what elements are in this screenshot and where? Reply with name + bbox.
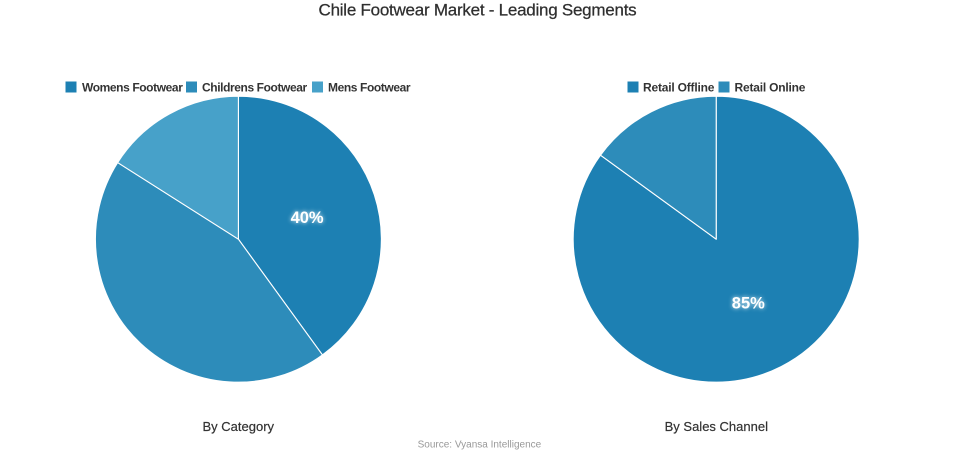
svg-text:By Category: By Category xyxy=(203,419,275,434)
svg-text:85%: 85% xyxy=(732,295,765,313)
svg-text:By Sales Channel: By Sales Channel xyxy=(665,419,768,434)
svg-text:Chile Footwear Market - Leadin: Chile Footwear Market - Leading Segments xyxy=(319,1,637,20)
svg-text:40%: 40% xyxy=(291,209,324,227)
svg-text:Retail Offline: Retail Offline xyxy=(643,80,715,94)
svg-text:Source: Vyansa Intelligence: Source: Vyansa Intelligence xyxy=(418,440,542,451)
svg-text:Womens Footwear: Womens Footwear xyxy=(82,80,183,94)
svg-text:Childrens Footwear: Childrens Footwear xyxy=(202,80,308,94)
svg-text:Mens Footwear: Mens Footwear xyxy=(328,80,411,94)
svg-text:Retail Online: Retail Online xyxy=(735,80,806,94)
